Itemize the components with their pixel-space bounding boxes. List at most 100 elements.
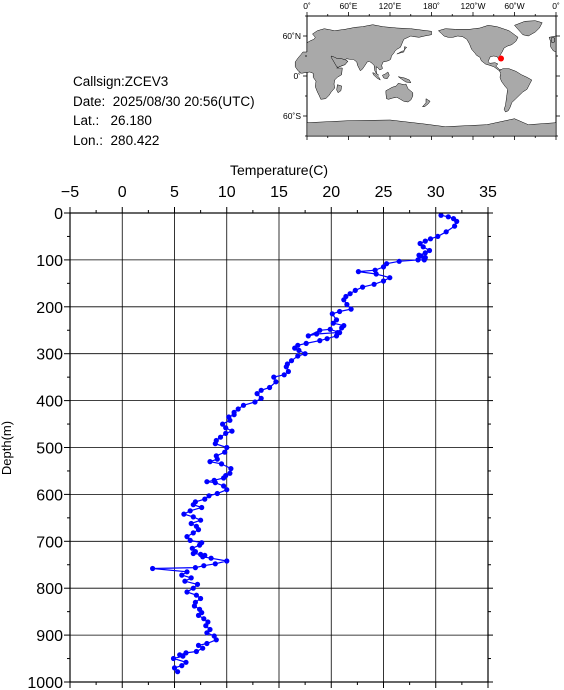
data-point xyxy=(195,642,202,649)
data-point xyxy=(212,480,218,486)
data-point xyxy=(211,633,217,639)
lat-label: Lat.: xyxy=(73,113,100,128)
data-point xyxy=(201,616,207,622)
data-point xyxy=(254,391,260,397)
data-point xyxy=(435,233,441,239)
data-point xyxy=(317,327,323,333)
map-lon-label: 0˚ xyxy=(552,1,560,11)
date-row: Date: 2025/08/30 20:56(UTC) xyxy=(73,92,255,112)
data-point xyxy=(380,264,387,270)
data-point xyxy=(179,572,185,578)
data-point xyxy=(223,430,229,436)
landmass-borneo xyxy=(382,71,390,79)
data-point xyxy=(227,417,233,423)
data-point xyxy=(438,212,444,218)
data-point xyxy=(281,372,287,378)
y-tick-label: 100 xyxy=(36,253,63,270)
data-point xyxy=(418,253,424,259)
data-point xyxy=(344,301,350,308)
data-point xyxy=(271,374,277,380)
data-point xyxy=(198,517,204,523)
data-point xyxy=(184,534,190,540)
data-point xyxy=(224,558,230,564)
data-point xyxy=(217,434,224,440)
date-label: Date: xyxy=(73,93,106,109)
data-point xyxy=(214,490,220,497)
data-point xyxy=(170,655,177,662)
data-point xyxy=(195,612,202,619)
data-point xyxy=(427,236,434,242)
data-point xyxy=(396,258,402,264)
data-point xyxy=(202,496,208,502)
map-lon-label: 0˚ xyxy=(303,1,311,11)
y-tick-label: 400 xyxy=(36,394,63,411)
data-point xyxy=(184,589,190,595)
map-landmasses xyxy=(294,20,557,137)
data-point xyxy=(295,353,301,359)
landmass-british-isles xyxy=(550,37,555,44)
x-tick-label: 30 xyxy=(427,184,445,201)
data-point xyxy=(199,504,205,511)
data-point xyxy=(314,331,320,337)
data-point xyxy=(303,340,309,346)
data-point xyxy=(190,585,196,591)
data-point xyxy=(341,297,347,303)
data-point xyxy=(189,545,195,551)
lat-value: 26.180 xyxy=(110,113,152,128)
data-point xyxy=(302,351,308,357)
data-point xyxy=(197,542,203,548)
data-point xyxy=(212,561,218,567)
data-point xyxy=(218,461,225,467)
landmass-new-zealand xyxy=(421,98,431,107)
map-lat-label: 60˚S xyxy=(283,111,301,121)
data-point xyxy=(348,306,354,312)
data-point xyxy=(240,402,247,408)
data-point xyxy=(187,508,193,514)
data-point xyxy=(203,623,209,629)
data-point xyxy=(229,428,235,434)
data-point xyxy=(330,320,336,326)
data-point xyxy=(324,336,330,342)
data-point xyxy=(258,387,264,393)
landmass-madagascar xyxy=(336,84,342,94)
landmass-new-guinea xyxy=(398,76,412,84)
data-point xyxy=(355,269,361,275)
temperature-series-line xyxy=(152,214,458,673)
data-point xyxy=(422,250,428,256)
landmass-sumatra xyxy=(372,72,381,81)
data-point xyxy=(182,578,188,584)
data-point xyxy=(443,229,449,235)
x-tick-label: 35 xyxy=(479,184,497,201)
data-point xyxy=(171,665,178,671)
data-point xyxy=(192,565,198,571)
data-point xyxy=(200,554,206,560)
landmass-south-america xyxy=(498,68,533,113)
data-point xyxy=(422,238,428,244)
map-latitude-labels: 60˚N 0˚ 60˚S xyxy=(283,31,302,121)
data-point xyxy=(235,406,241,412)
data-point xyxy=(187,537,193,544)
lat-row: Lat.: 26.180 xyxy=(73,111,255,131)
y-tick-label: 600 xyxy=(36,487,63,504)
callsign-row: Callsign:ZCEV3 xyxy=(73,72,255,92)
data-point xyxy=(150,565,156,572)
map-ticks xyxy=(303,12,560,140)
data-point xyxy=(329,311,335,317)
landmass-japan xyxy=(396,46,408,55)
data-point xyxy=(445,214,451,220)
map-lat-label: 60˚N xyxy=(283,31,301,41)
y-tick-label: 300 xyxy=(36,347,63,364)
landmass-australia xyxy=(385,83,414,103)
data-point xyxy=(228,466,234,472)
data-point xyxy=(373,271,379,277)
data-point xyxy=(288,358,295,364)
data-point xyxy=(273,379,279,385)
data-point xyxy=(191,603,197,609)
data-point xyxy=(380,278,387,284)
data-point xyxy=(188,575,194,581)
data-point xyxy=(193,592,199,598)
data-point xyxy=(214,456,220,462)
data-point xyxy=(207,626,213,633)
data-point xyxy=(221,475,227,481)
